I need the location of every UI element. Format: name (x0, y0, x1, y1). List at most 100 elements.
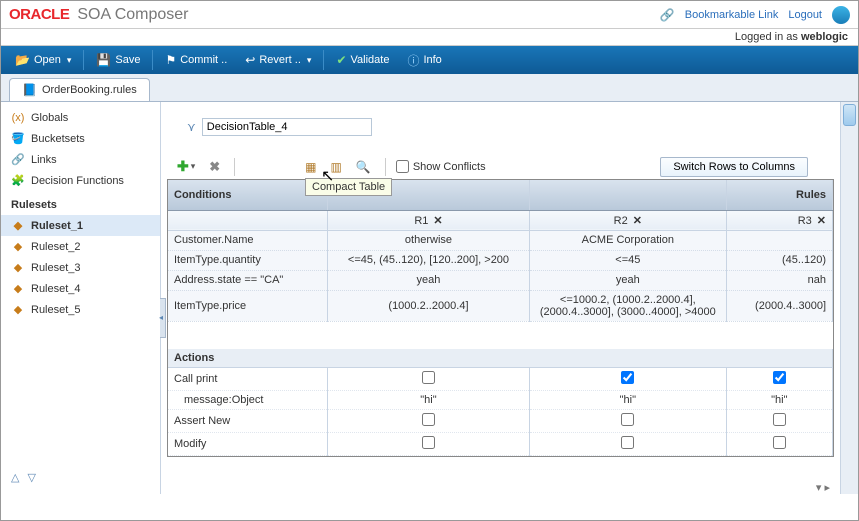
action-label[interactable]: Assert New (168, 410, 327, 433)
link-icon: 🔗 (660, 8, 675, 22)
sidebar-item-label: Links (31, 154, 57, 166)
rule-header-r2[interactable]: R2✕ (529, 210, 726, 230)
switch-rows-columns-button[interactable]: Switch Rows to Columns (660, 157, 808, 177)
sidebar-footer-controls: △ ▽ (1, 467, 160, 488)
condition-cell-r3[interactable]: (45..120) (726, 250, 832, 270)
condition-label[interactable]: ItemType.quantity (168, 250, 327, 270)
tab-orderbooking[interactable]: 📘 OrderBooking.rules (9, 78, 150, 101)
delete-button[interactable]: ✖ (205, 157, 224, 177)
action-checkbox[interactable] (621, 371, 634, 384)
validate-button[interactable]: ✔Validate (328, 50, 397, 70)
sidebar-grabber[interactable] (160, 298, 166, 338)
action-checkbox[interactable] (773, 436, 786, 449)
bookmark-link[interactable]: Bookmarkable Link (685, 9, 779, 21)
compact-table-button[interactable]: ▦ (301, 158, 320, 176)
action-checkbox[interactable] (621, 413, 634, 426)
action-cell-r3[interactable] (726, 368, 832, 391)
condition-cell-r3[interactable]: nah (726, 270, 832, 290)
condition-cell-r1[interactable]: <=45, (45..120), [120..200], >200 (327, 250, 529, 270)
action-label[interactable]: Call print (168, 368, 327, 391)
rule-header-r3[interactable]: R3 ✕ (726, 210, 832, 230)
close-icon[interactable]: ✕ (433, 215, 442, 227)
action-cell-r2[interactable] (529, 410, 726, 433)
conditions-header: Conditions (168, 180, 327, 210)
action-checkbox[interactable] (422, 371, 435, 384)
sidebar-item-label: Ruleset_5 (31, 304, 81, 316)
logout-link[interactable]: Logout (788, 9, 822, 21)
collapse-up-icon[interactable]: △ (11, 471, 19, 484)
revert-button[interactable]: ↩Revert ..▾ (237, 50, 319, 70)
expand-table-button[interactable]: ▥ (327, 158, 346, 176)
condition-row: ItemType.quantity<=45, (45..120), [120..… (168, 250, 833, 270)
add-button[interactable]: ✚▾ (173, 156, 199, 177)
close-icon[interactable]: ✕ (817, 215, 826, 227)
sidebar-item-decision-functions[interactable]: 🧩Decision Functions (1, 170, 160, 191)
sidebar-item-ruleset[interactable]: ◆Ruleset_4 (1, 278, 160, 299)
action-checkbox[interactable] (422, 436, 435, 449)
sidebar-item-ruleset[interactable]: ◆Ruleset_2 (1, 236, 160, 257)
condition-label[interactable]: Customer.Name (168, 230, 327, 250)
sidebar-item-ruleset[interactable]: ◆Ruleset_1 (1, 215, 160, 236)
app-header: ORACLE SOA Composer 🔗 Bookmarkable Link … (1, 1, 858, 29)
sidebar-item-bucketsets[interactable]: 🪣Bucketsets (1, 128, 160, 149)
show-conflicts-input[interactable] (396, 160, 409, 173)
expand-toggle-icon[interactable]: ⋎ (187, 120, 196, 134)
action-cell-r2[interactable] (529, 433, 726, 456)
action-checkbox[interactable] (773, 413, 786, 426)
rules-spacer (529, 180, 726, 210)
action-cell-r1[interactable] (327, 433, 529, 456)
rule-label: R3 (798, 215, 812, 227)
save-button[interactable]: 💾Save (88, 50, 148, 70)
condition-cell-r2[interactable]: yeah (529, 270, 726, 290)
user-prefix: Logged in as (735, 31, 801, 43)
condition-cell-r2[interactable]: <=45 (529, 250, 726, 270)
action-cell-r2[interactable] (529, 368, 726, 391)
action-label[interactable]: Modify (168, 433, 327, 456)
sidebar-item-links[interactable]: 🔗Links (1, 149, 160, 170)
condition-cell-r3[interactable]: (2000.4..3000] (726, 290, 832, 321)
action-cell-r1[interactable] (327, 368, 529, 391)
collapse-down-icon[interactable]: ▽ (27, 471, 35, 484)
close-icon[interactable]: ✕ (633, 215, 642, 227)
commit-button[interactable]: ⚑Commit .. (157, 50, 235, 70)
condition-row: Customer.NameotherwiseACME Corporation (168, 230, 833, 250)
decision-table-name-input[interactable] (202, 118, 372, 136)
action-cell-r3[interactable] (726, 433, 832, 456)
action-checkbox[interactable] (773, 371, 786, 384)
check-icon: ✔ (336, 53, 346, 67)
brand-logo: ORACLE (9, 6, 69, 23)
action-cell-r2[interactable]: "hi" (529, 391, 726, 410)
condition-cell-r3[interactable] (726, 230, 832, 250)
action-checkbox[interactable] (621, 436, 634, 449)
sidebar-item-ruleset[interactable]: ◆Ruleset_3 (1, 257, 160, 278)
condition-cell-r2[interactable]: ACME Corporation (529, 230, 726, 250)
scroll-down-right-arrows[interactable]: ▾ ▸ (816, 481, 830, 494)
sidebar-item-ruleset[interactable]: ◆Ruleset_5 (1, 299, 160, 320)
vertical-scrollbar[interactable] (840, 102, 858, 494)
condition-cell-r1[interactable]: otherwise (327, 230, 529, 250)
action-row: message:Object"hi""hi""hi" (168, 391, 833, 410)
gap-analysis-button[interactable]: 🔍 (352, 158, 375, 176)
action-cell-r3[interactable] (726, 410, 832, 433)
sidebar-item-globals[interactable]: (x)Globals (1, 108, 160, 128)
show-conflicts-checkbox[interactable]: Show Conflicts (396, 160, 486, 173)
info-button[interactable]: ⓘInfo (399, 49, 449, 72)
decision-table-name-row: ⋎ (187, 118, 858, 136)
show-conflicts-label: Show Conflicts (413, 161, 486, 173)
help-icon[interactable] (832, 6, 850, 24)
action-cell-r1[interactable] (327, 410, 529, 433)
condition-cell-r2[interactable]: <=1000.2, (1000.2..2000.4], (2000.4..300… (529, 290, 726, 321)
condition-cell-r1[interactable]: yeah (327, 270, 529, 290)
action-checkbox[interactable] (422, 413, 435, 426)
action-label[interactable]: message:Object (168, 391, 327, 410)
condition-cell-r1[interactable]: (1000.2..2000.4] (327, 290, 529, 321)
open-button[interactable]: 📂Open▾ (7, 50, 79, 70)
action-row: Call print (168, 368, 833, 391)
globals-icon: (x) (11, 112, 25, 124)
action-cell-r3[interactable]: "hi" (726, 391, 832, 410)
scrollbar-thumb[interactable] (843, 104, 856, 126)
condition-label[interactable]: ItemType.price (168, 290, 327, 321)
rule-header-r1[interactable]: R1✕ (327, 210, 529, 230)
action-cell-r1[interactable]: "hi" (327, 391, 529, 410)
condition-label[interactable]: Address.state == "CA" (168, 270, 327, 290)
